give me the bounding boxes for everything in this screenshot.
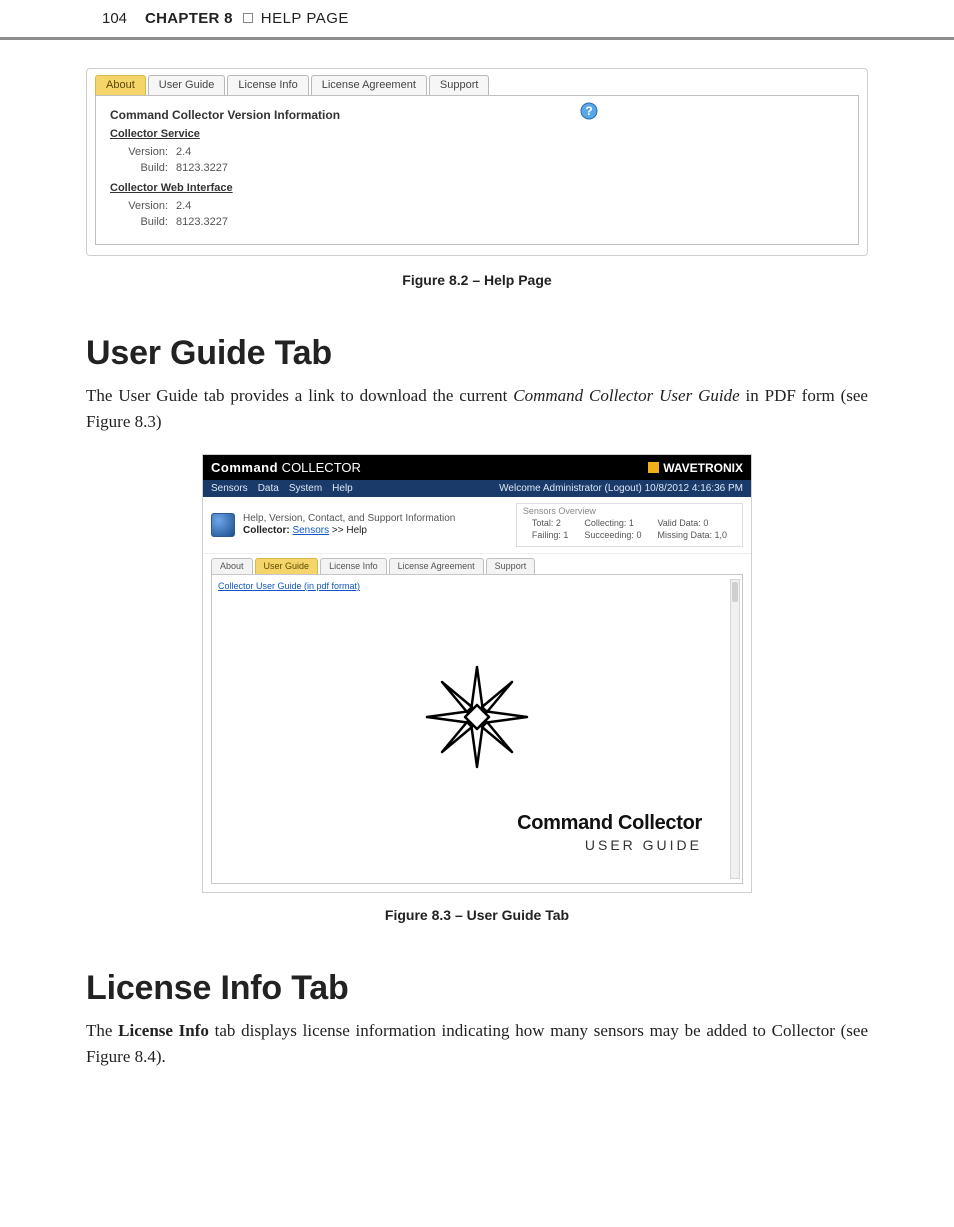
fig82-label: Version: <box>120 146 168 158</box>
fig82-value: 8123.3227 <box>176 162 228 174</box>
overview-table: Total: 2 Collecting: 1 Valid Data: 0 Fai… <box>523 516 736 542</box>
overview-value: 1 <box>629 518 634 528</box>
tab-license-agreement[interactable]: License Agreement <box>389 558 484 574</box>
wavetronix-logo: WAVETRONIX <box>648 461 743 475</box>
text-italic: Command Collector User Guide <box>513 386 739 405</box>
breadcrumb-tail: >> Help <box>329 525 367 536</box>
fig82-value: 2.4 <box>176 146 191 158</box>
overview-cell: Failing: 1 <box>525 530 576 540</box>
overview-cell: Succeeding: 0 <box>577 530 648 540</box>
app-topbar: Command COLLECTOR WAVETRONIX <box>203 455 751 480</box>
compass-icon <box>417 657 537 777</box>
breadcrumb-left: Help, Version, Contact, and Support Info… <box>211 513 455 538</box>
tab-user-guide[interactable]: User Guide <box>148 75 226 95</box>
menu-help[interactable]: Help <box>332 483 353 494</box>
tab-license-info[interactable]: License Info <box>227 75 308 95</box>
figure-8-3-caption: Figure 8.3 – User Guide Tab <box>86 907 868 923</box>
fig82-row: Build: 8123.3227 <box>110 160 844 176</box>
fig82-panel: ? Command Collector Version Information … <box>95 95 859 245</box>
fig82-section-title-0: Collector Service <box>110 128 844 140</box>
overview-value: 0 <box>703 518 708 528</box>
wavetronix-icon <box>648 462 659 473</box>
chapter-title: HELP PAGE <box>261 10 349 27</box>
content-column: About User Guide License Info License Ag… <box>86 68 868 1069</box>
fig82-row: Build: 8123.3227 <box>110 214 844 230</box>
breadcrumb-row: Help, Version, Contact, and Support Info… <box>203 497 751 554</box>
overview-value: 1 <box>563 530 568 540</box>
tab-about[interactable]: About <box>95 75 146 95</box>
table-row: Total: 2 Collecting: 1 Valid Data: 0 <box>525 518 734 528</box>
text: The <box>86 1021 118 1040</box>
app-menubar: Sensors Data System Help Welcome Adminis… <box>203 480 751 497</box>
tab-user-guide[interactable]: User Guide <box>255 558 319 574</box>
fig83-tabstrip: About User Guide License Info License Ag… <box>203 554 751 574</box>
breadcrumb-text: Help, Version, Contact, and Support Info… <box>243 513 455 538</box>
overview-title: Sensors Overview <box>523 506 736 516</box>
svg-text:?: ? <box>585 104 592 118</box>
help-icon[interactable]: ? <box>580 102 598 120</box>
menu-sensors[interactable]: Sensors <box>211 483 248 494</box>
fig82-row: Version: 2.4 <box>110 144 844 160</box>
figure-8-3-wrapper: Command COLLECTOR WAVETRONIX Sensors Dat… <box>86 454 868 893</box>
figure-8-2-caption: Figure 8.2 – Help Page <box>86 272 868 288</box>
tab-about[interactable]: About <box>211 558 253 574</box>
fig82-label: Build: <box>120 216 168 228</box>
heading-license-info-tab: License Info Tab <box>86 969 868 1008</box>
page-header: 104 CHAPTER 8 HELP PAGE <box>0 0 954 31</box>
figure-8-3-screenshot: Command COLLECTOR WAVETRONIX Sensors Dat… <box>202 454 752 893</box>
breadcrumb-line2: Collector: Sensors >> Help <box>243 525 455 538</box>
breadcrumb-icon <box>211 513 235 537</box>
table-row: Failing: 1 Succeeding: 0 Missing Data: 1… <box>525 530 734 540</box>
tab-support[interactable]: Support <box>429 75 490 95</box>
fig82-section-title-1: Collector Web Interface <box>110 182 844 194</box>
scrollbar[interactable] <box>730 579 740 879</box>
fig82-label: Build: <box>120 162 168 174</box>
menu-system[interactable]: System <box>289 483 322 494</box>
text: The User Guide tab provides a link to do… <box>86 386 513 405</box>
chapter-label: CHAPTER 8 <box>145 10 233 27</box>
fig82-row: Version: 2.4 <box>110 198 844 214</box>
scrollbar-thumb[interactable] <box>732 582 738 602</box>
paragraph-license-info: The License Info tab displays license in… <box>86 1018 868 1069</box>
page-number: 104 <box>102 10 127 27</box>
overview-cell: Missing Data: 1,0 <box>650 530 734 540</box>
overview-cell: Total: 2 <box>525 518 576 528</box>
fig82-heading: Command Collector Version Information <box>110 108 844 122</box>
fig82-tabstrip: About User Guide License Info License Ag… <box>87 69 867 95</box>
heading-user-guide-tab: User Guide Tab <box>86 334 868 373</box>
welcome-text: Welcome Administrator (Logout) 10/8/2012… <box>499 483 743 494</box>
breadcrumb-line1: Help, Version, Contact, and Support Info… <box>243 513 455 526</box>
header-rule <box>0 37 954 40</box>
tab-support[interactable]: Support <box>486 558 536 574</box>
app-brand: Command COLLECTOR <box>211 460 361 475</box>
overview-cell: Collecting: 1 <box>577 518 648 528</box>
wavetronix-text: WAVETRONIX <box>663 461 743 475</box>
tab-license-info[interactable]: License Info <box>320 558 387 574</box>
cover-subtitle: USER GUIDE <box>517 837 702 853</box>
paragraph-user-guide: The User Guide tab provides a link to do… <box>86 383 868 434</box>
page: 104 CHAPTER 8 HELP PAGE About User Guide… <box>0 0 954 1069</box>
cover-title-block: Command Collector USER GUIDE <box>517 812 702 853</box>
download-user-guide-link[interactable]: Collector User Guide (in pdf format) <box>218 581 360 591</box>
breadcrumb-label: Collector: <box>243 525 290 536</box>
fig83-panel: Collector User Guide (in pdf format) <box>211 574 743 884</box>
fig82-label: Version: <box>120 200 168 212</box>
overview-cell: Valid Data: 0 <box>650 518 734 528</box>
chapter-separator-icon <box>243 13 253 23</box>
brand-light: COLLECTOR <box>278 460 361 475</box>
overview-value: 1,0 <box>714 530 727 540</box>
figure-8-2-screenshot: About User Guide License Info License Ag… <box>86 68 868 256</box>
tab-license-agreement[interactable]: License Agreement <box>311 75 427 95</box>
overview-value: 2 <box>556 518 561 528</box>
sensors-overview: Sensors Overview Total: 2 Collecting: 1 … <box>516 503 743 547</box>
brand-bold: Command <box>211 460 278 475</box>
menus: Sensors Data System Help <box>211 483 353 494</box>
overview-value: 0 <box>636 530 641 540</box>
text-bold: License Info <box>118 1021 209 1040</box>
menu-data[interactable]: Data <box>258 483 279 494</box>
fig82-value: 2.4 <box>176 200 191 212</box>
fig82-value: 8123.3227 <box>176 216 228 228</box>
cover-title: Command Collector <box>517 812 702 835</box>
breadcrumb-link[interactable]: Sensors <box>292 525 329 536</box>
